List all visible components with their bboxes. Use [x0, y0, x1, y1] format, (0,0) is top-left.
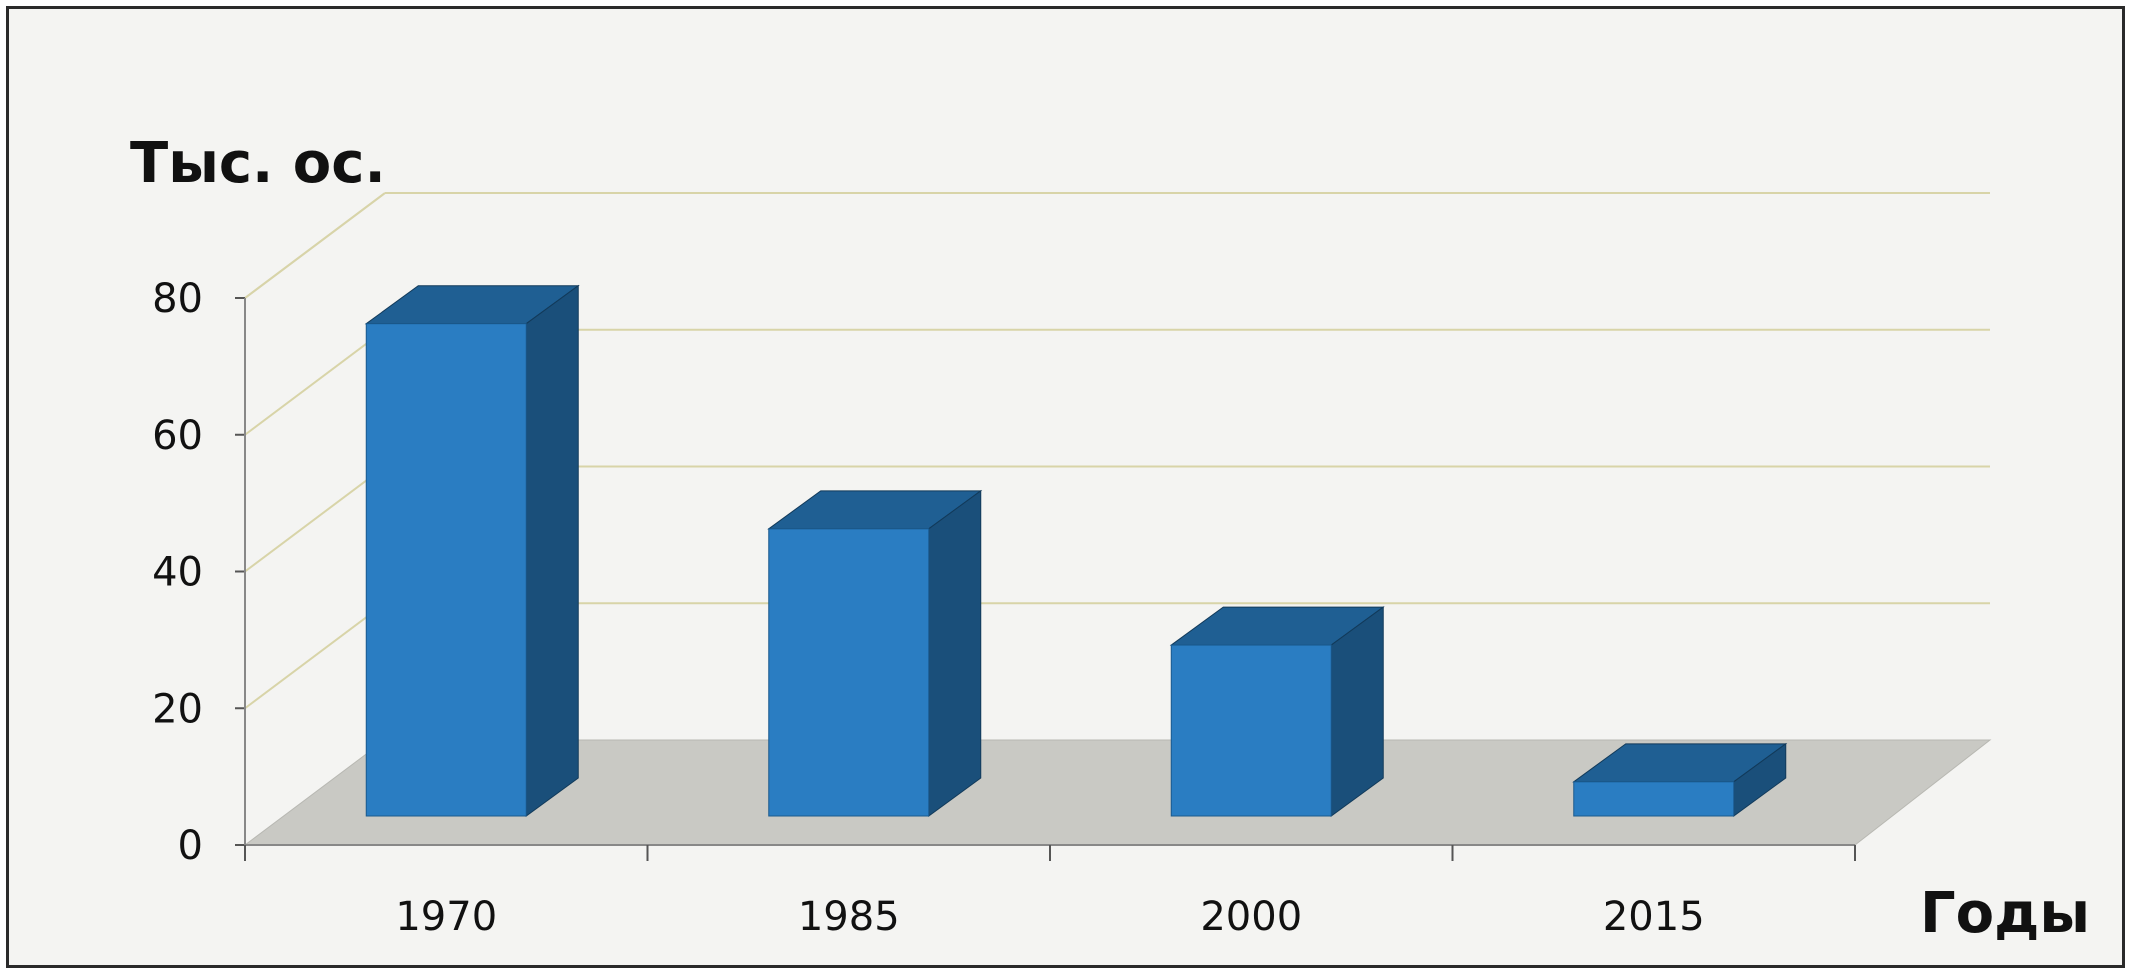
axes — [235, 297, 1856, 861]
bar-1970 — [364, 284, 580, 817]
bar-2015 — [1572, 742, 1788, 817]
bar-front-face — [1573, 781, 1735, 817]
bars — [364, 284, 1788, 817]
x-tick-label: 1985 — [798, 894, 900, 940]
gridlines — [244, 192, 1990, 710]
x-axis-title: Годы — [1920, 881, 2090, 946]
bar-front-face — [768, 528, 930, 817]
bar-front-face — [365, 323, 527, 817]
bar-side-face — [928, 489, 982, 817]
gridline-diagonal — [244, 465, 386, 573]
x-tick-label: 2000 — [1200, 894, 1302, 940]
bar-side-face — [525, 284, 579, 817]
gridline-diagonal — [244, 192, 386, 299]
y-tick-label: 60 — [152, 413, 203, 459]
bar-front-face — [1170, 644, 1332, 817]
bar-2000 — [1169, 606, 1385, 817]
y-tick-label: 80 — [152, 276, 203, 322]
x-tick-label: 1970 — [395, 894, 497, 940]
y-tick-label: 20 — [152, 686, 203, 732]
bar-1985 — [767, 489, 983, 817]
gridline-diagonal — [244, 328, 386, 436]
y-axis-title: Тыс. ос. — [130, 131, 386, 196]
labels: 0 20 40 60 80 1970 1985 2000 2015 — [152, 276, 1705, 940]
gridline-diagonal — [244, 602, 386, 710]
y-tick-label: 0 — [178, 823, 203, 869]
y-tick-label: 40 — [152, 550, 203, 596]
x-tick-label: 2015 — [1603, 894, 1705, 940]
